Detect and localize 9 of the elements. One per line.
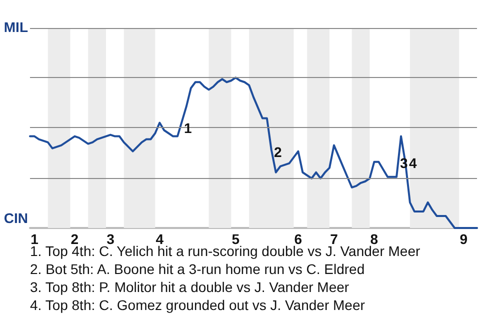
text: 4. Top 8th: C. Gomez grounded out vs J. Vander Meer: [30, 297, 366, 313]
annotation: 2: [274, 144, 282, 160]
x-tick-label: 9: [460, 231, 468, 247]
annotation: 1: [184, 120, 192, 136]
annotation: 4: [409, 155, 417, 171]
text: MIL: [4, 19, 28, 35]
text: 2. Bot 5th: A. Boone hit a 3-run home run vs C. Eldred: [30, 261, 365, 277]
text: 3. Top 8th: P. Molitor hit a double vs J. Vander Meer: [30, 279, 350, 295]
text: CIN: [4, 210, 28, 226]
